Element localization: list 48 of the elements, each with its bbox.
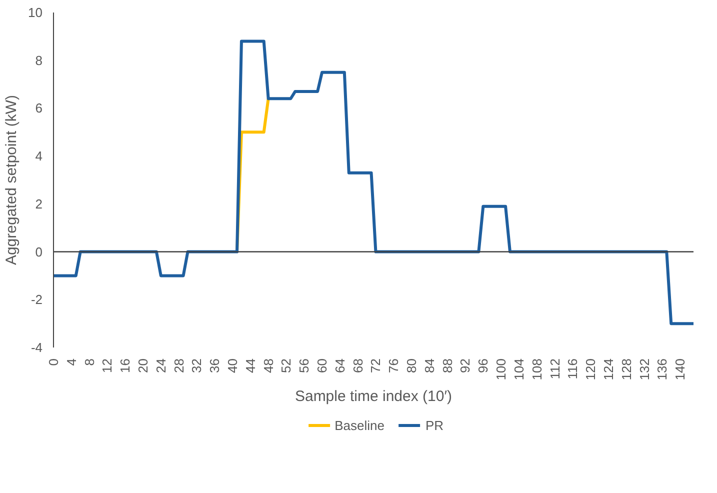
x-tick-label: 92 [458, 358, 473, 373]
x-tick-label: 44 [242, 358, 258, 373]
x-tick-label: 8 [82, 358, 97, 366]
x-tick-label: 140 [672, 358, 688, 380]
x-tick-label: 100 [494, 358, 509, 380]
x-tick-label: 20 [136, 358, 151, 373]
x-tick-label: 68 [350, 358, 366, 373]
x-tick-label: 96 [476, 358, 491, 373]
x-tick-label: 52 [278, 358, 294, 373]
x-tick-label: 40 [225, 358, 240, 373]
y-tick-label: 6 [35, 100, 43, 116]
x-tick-label: 32 [189, 358, 204, 373]
x-tick-label: 132 [636, 358, 652, 380]
y-tick-label: -2 [30, 292, 43, 308]
x-axis-title: Sample time index (10′) [294, 388, 452, 406]
x-tick-label: 28 [171, 358, 186, 373]
x-tick-label: 128 [618, 358, 634, 380]
x-tick-label: 124 [600, 358, 616, 380]
x-tick-label: 64 [332, 358, 348, 373]
x-tick-label: 4 [64, 358, 79, 366]
y-tick-label: 2 [35, 196, 43, 212]
x-tick-label: 116 [565, 358, 580, 380]
y-axis-title: Aggregated setpoint (kW) [3, 94, 20, 266]
y-tick-label: 0 [35, 244, 43, 260]
legend-label: Baseline [334, 418, 384, 432]
x-tick-label: 104 [511, 358, 526, 380]
x-tick-label: 60 [314, 358, 330, 373]
x-tick-label: 72 [368, 358, 384, 373]
x-tick-label: 48 [260, 358, 276, 373]
x-tick-label: 136 [654, 358, 670, 380]
y-tick-label: 10 [28, 5, 43, 20]
x-tick-label: 56 [296, 358, 312, 373]
x-tick-label: 12 [100, 358, 115, 373]
x-tick-label: 88 [440, 358, 455, 373]
x-tick-label: 84 [422, 358, 437, 373]
y-tick-label: -4 [30, 340, 43, 355]
x-tick-label: 24 [153, 358, 168, 373]
x-tick-label: 108 [529, 358, 544, 380]
legend-label: PR [425, 418, 444, 432]
x-tick-label: 120 [583, 358, 598, 380]
y-tick-label: 8 [35, 52, 43, 68]
x-tick-label: 36 [207, 358, 222, 373]
x-tick-label: 80 [404, 358, 420, 373]
x-tick-label: 112 [547, 358, 562, 380]
x-tick-label: 0 [46, 358, 61, 366]
x-tick-label: 16 [118, 358, 133, 373]
x-tick-label: 76 [386, 358, 402, 373]
y-tick-label: 4 [35, 148, 43, 164]
